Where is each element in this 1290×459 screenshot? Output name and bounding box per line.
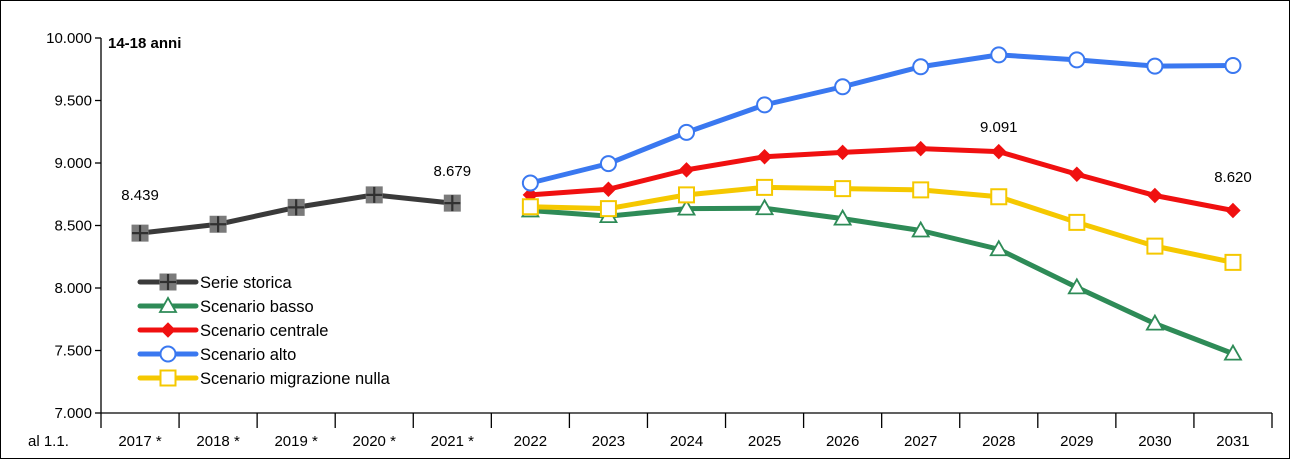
series-line-scenario-basso	[527, 205, 1236, 357]
data-point-scenario-alto	[990, 46, 1008, 64]
legend-item-scenario-alto: Scenario alto	[137, 345, 296, 364]
legend: Serie storica Scenario basso Scenario cent…	[137, 273, 391, 388]
labels-layer: 8.439 8.679 9.091 8.620	[121, 119, 1251, 204]
x-tick-label: 2021 *	[431, 433, 475, 450]
legend-swatch-marker	[160, 322, 176, 338]
legend-item-scenario-migrazione-nulla: Scenario migrazione nulla	[137, 369, 391, 388]
chart-title: 14-18 anni	[108, 35, 181, 52]
y-tick-label: 7.000	[54, 405, 92, 422]
data-point-scenario-migrazione-nulla	[912, 181, 930, 199]
x-tick-label: 2019 *	[274, 433, 318, 450]
series-line-scenario-migrazione-nulla	[527, 184, 1236, 265]
x-tick-label: 2027	[904, 433, 937, 450]
legend-label: Scenario migrazione nulla	[200, 370, 391, 388]
data-point-scenario-centrale	[1147, 187, 1163, 204]
x-tick-label: 2031	[1216, 433, 1249, 450]
data-point-scenario-alto	[1068, 51, 1086, 69]
data-label: 8.439	[121, 187, 159, 204]
data-point-scenario-alto	[1224, 57, 1242, 74]
data-point-scenario-alto	[521, 174, 539, 192]
data-point-scenario-migrazione-nulla	[990, 188, 1008, 206]
data-point-scenario-centrale	[1069, 166, 1085, 182]
x-tick-label: 2025	[748, 433, 781, 450]
series-scenario-centrale	[522, 140, 1241, 219]
data-point-scenario-migrazione-nulla	[1068, 213, 1086, 231]
data-point-scenario-basso	[755, 198, 775, 216]
data-label: 8.620	[1214, 169, 1252, 186]
x-tick-label: 2026	[826, 433, 859, 450]
y-tick-label: 9.000	[54, 155, 92, 172]
data-point-scenario-basso	[1223, 343, 1243, 361]
x-tick-label: 2017 *	[118, 433, 162, 450]
data-point-serie-storica	[287, 198, 305, 216]
data-point-scenario-migrazione-nulla	[1146, 237, 1164, 255]
data-point-scenario-basso	[833, 208, 853, 226]
data-point-scenario-migrazione-nulla	[521, 198, 539, 216]
legend-item-scenario-centrale: Scenario centrale	[137, 322, 328, 340]
data-point-scenario-migrazione-nulla	[834, 180, 852, 198]
data-point-serie-storica	[131, 224, 149, 242]
data-point-serie-storica	[443, 194, 461, 212]
x-tick-label: 2028	[982, 433, 1015, 450]
y-tick-label: 7.500	[54, 343, 92, 360]
data-point-serie-storica	[209, 215, 227, 233]
y-tick-label: 9.500	[54, 93, 92, 110]
legend-label: Serie storica	[200, 274, 293, 292]
data-point-scenario-basso	[676, 198, 697, 216]
data-point-scenario-centrale	[991, 143, 1007, 160]
series-line-scenario-alto	[527, 52, 1236, 186]
legend-item-scenario-basso: Scenario basso	[137, 296, 314, 316]
x-tick-label: 2023	[592, 433, 625, 450]
legend-swatch-marker	[159, 345, 177, 363]
x-tick-label: 2018 *	[196, 433, 240, 450]
x-tick-label: 2029	[1060, 433, 1093, 450]
x-tick-label: 2022	[514, 433, 547, 450]
series-serie-storica	[131, 186, 461, 242]
data-point-scenario-basso	[1145, 313, 1165, 331]
x-tick-label: 2020 *	[353, 433, 397, 450]
data-point-scenario-migrazione-nulla	[1224, 253, 1242, 271]
legend-label: Scenario centrale	[200, 322, 328, 340]
data-point-scenario-centrale	[912, 140, 929, 157]
data-point-scenario-alto	[756, 96, 774, 114]
data-point-scenario-migrazione-nulla	[756, 178, 774, 196]
data-point-scenario-migrazione-nulla	[678, 186, 695, 204]
y-tick-label: 8.000	[54, 280, 92, 297]
data-point-scenario-basso	[989, 239, 1009, 257]
data-label: 8.679	[434, 163, 472, 180]
series-scenario-migrazione-nulla	[521, 178, 1242, 271]
legend-swatch-marker	[159, 273, 177, 291]
legend-swatch-marker	[158, 296, 178, 313]
x-tick-label: 2030	[1138, 433, 1171, 450]
legend-label: Scenario basso	[200, 298, 314, 316]
data-label: 9.091	[980, 119, 1018, 136]
data-point-scenario-migrazione-nulla	[599, 200, 617, 218]
data-point-scenario-alto	[599, 155, 617, 173]
data-point-scenario-centrale	[678, 162, 695, 178]
series-scenario-alto	[521, 46, 1242, 192]
y-tick-label: 8.500	[54, 218, 92, 235]
data-point-scenario-centrale	[600, 181, 617, 197]
y-tick-label: 10.000	[46, 30, 92, 47]
axes: 7.000 7.500 8.000 8.500 9.000 9.500 10.000 2017…	[46, 30, 1273, 450]
data-point-scenario-alto	[1146, 57, 1164, 75]
legend-label: Scenario alto	[200, 346, 296, 364]
series-line-scenario-centrale	[527, 146, 1236, 213]
x-tick-label: 2024	[670, 433, 703, 450]
legend-swatch-marker	[159, 369, 177, 387]
series-layer	[131, 46, 1243, 361]
data-point-scenario-centrale	[1225, 202, 1241, 219]
data-point-scenario-centrale	[834, 144, 851, 161]
data-point-scenario-basso	[911, 220, 931, 238]
data-point-serie-storica	[365, 186, 383, 204]
data-point-scenario-alto	[912, 58, 930, 76]
legend-item-serie-storica: Serie storica	[137, 273, 293, 292]
x-axis-prefix: al 1.1.	[28, 433, 69, 450]
data-point-scenario-alto	[834, 78, 852, 96]
data-point-scenario-alto	[678, 123, 695, 141]
data-point-scenario-centrale	[756, 149, 773, 165]
data-point-scenario-basso	[1067, 277, 1087, 295]
